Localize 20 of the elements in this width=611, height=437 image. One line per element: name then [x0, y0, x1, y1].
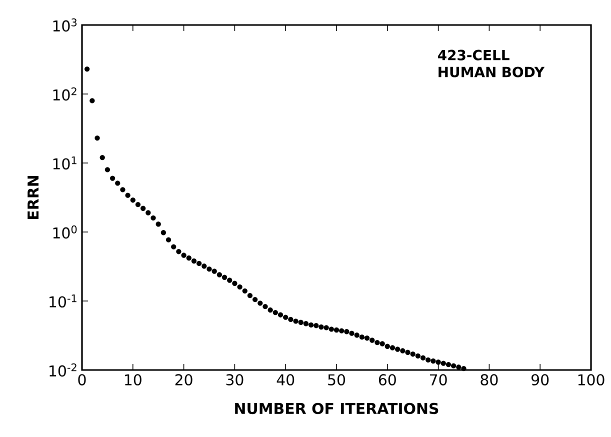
y-tick-label: 10$^{2}$ — [53, 87, 76, 101]
x-tick-label: 60 — [378, 374, 396, 386]
annotation: 423-CELL HUMAN BODY — [438, 50, 545, 78]
x-tick-label: 30 — [226, 374, 244, 386]
x-tick-label: 70 — [430, 374, 447, 386]
y-axis-title: ERRN — [28, 176, 39, 219]
x-tick-label: 80 — [480, 374, 498, 386]
x-tick-label: 40 — [276, 374, 294, 386]
x-tick-label: 10 — [125, 374, 142, 386]
y-tick-label: 10$^{-1}$ — [50, 294, 76, 308]
y-tick-label: 10$^{-2}$ — [50, 363, 76, 377]
x-tick-label: 100 — [578, 374, 604, 386]
y-tick-label: 10$^{3}$ — [53, 18, 77, 32]
x-axis-title: NUMBER OF ITERATIONS — [235, 402, 438, 414]
x-tick-label: 0 — [78, 374, 86, 386]
y-tick-label: 10$^{0}$ — [53, 225, 77, 239]
y-tick-label: 10$^{1}$ — [53, 156, 76, 170]
x-tick-label: 90 — [532, 374, 549, 386]
x-tick-label: 50 — [328, 374, 346, 386]
x-tick-label: 20 — [175, 374, 192, 386]
